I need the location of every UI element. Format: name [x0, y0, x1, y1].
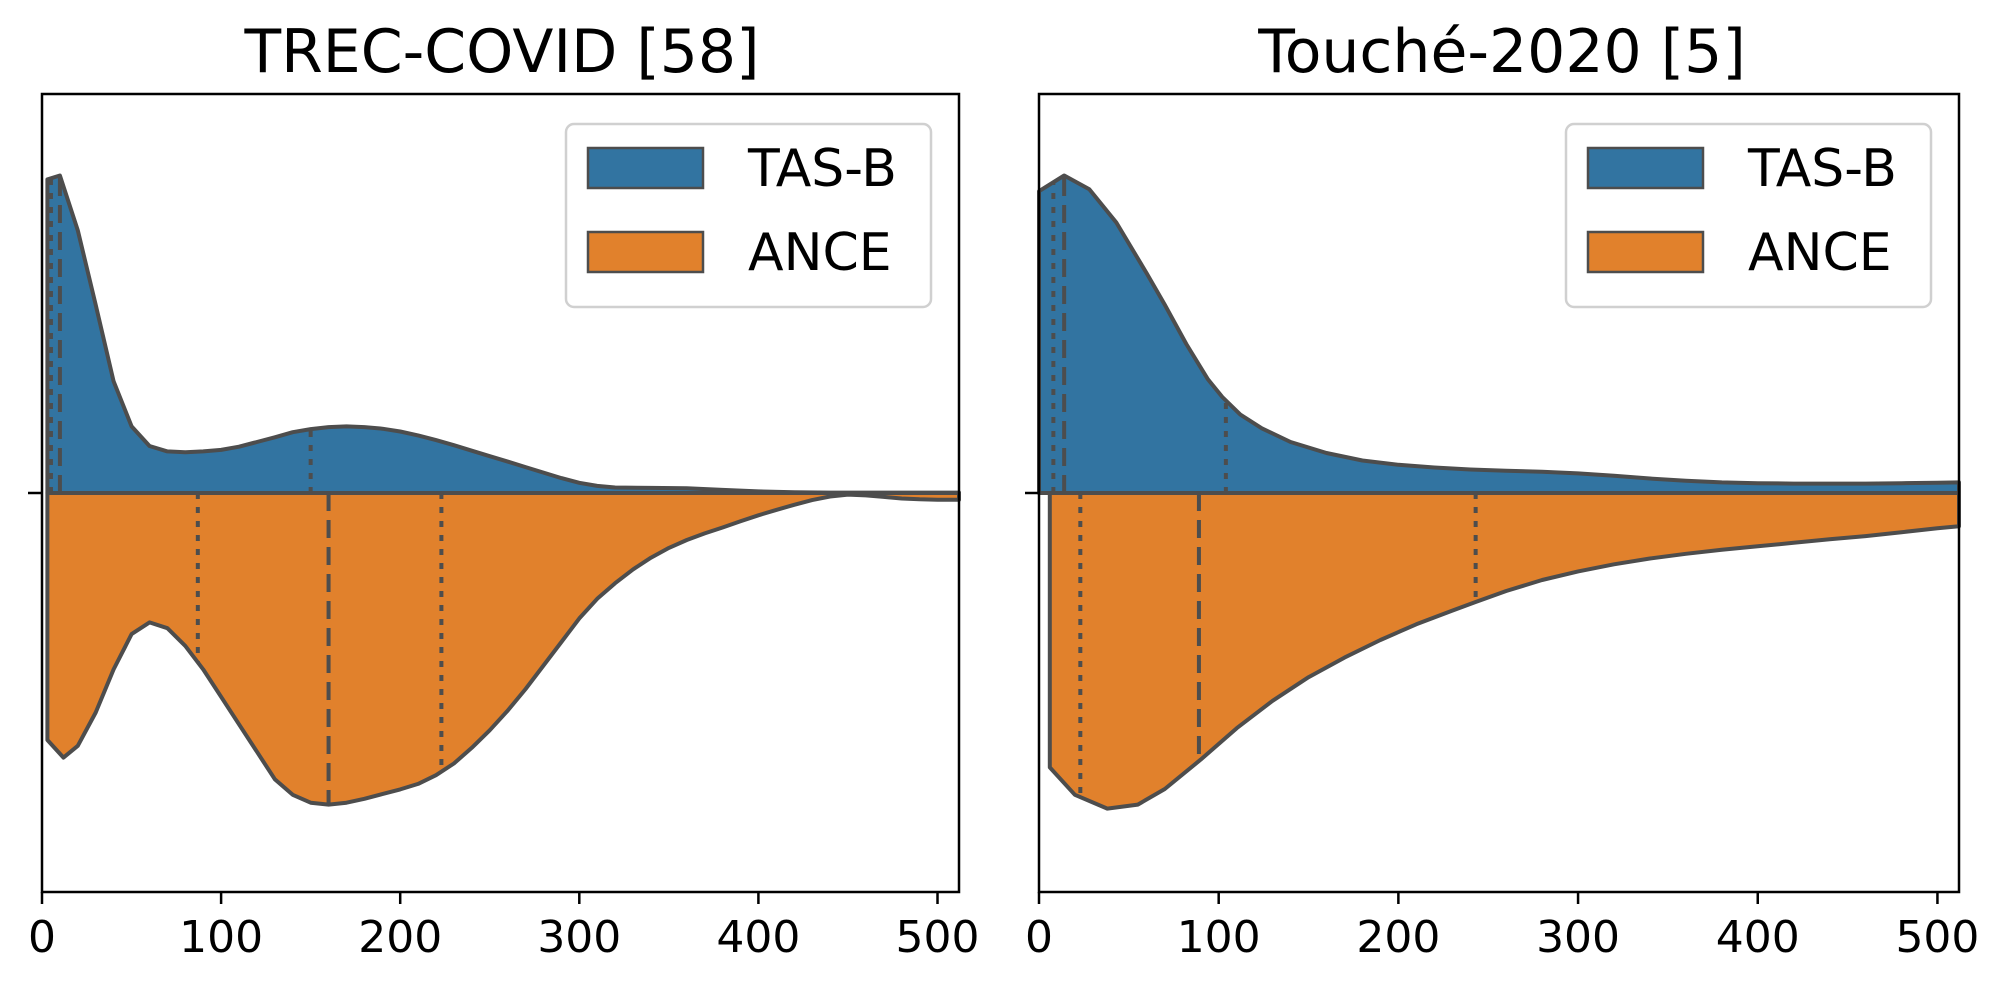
x-tick-label: 400 — [1716, 912, 1800, 963]
x-tick-label: 0 — [28, 912, 56, 963]
panel-title: TREC-COVID [58] — [243, 17, 759, 87]
legend-label: TAS-B — [747, 139, 897, 199]
legend: TAS-B ANCE — [1564, 122, 1933, 309]
plot-area — [28, 92, 961, 894]
legend-swatch — [586, 146, 705, 190]
x-tick-label: 200 — [1356, 912, 1440, 963]
x-tick-label: 300 — [537, 912, 621, 963]
legend: TAS-B ANCE — [564, 122, 933, 309]
legend-label: ANCE — [1748, 223, 1892, 283]
legend-label: TAS-B — [1747, 139, 1897, 199]
plot-area — [1025, 92, 1961, 894]
x-tick-label: 400 — [716, 912, 800, 963]
panel-trec-covid: TREC-COVID [58] 0 100 200 300 400 500 TAS-B AN… — [28, 17, 980, 963]
x-tick-label: 0 — [1025, 912, 1053, 963]
violin-half-ance — [1047, 491, 1961, 811]
legend-swatch — [586, 230, 705, 274]
x-tick-label: 200 — [358, 912, 442, 963]
x-tick-label: 300 — [1536, 912, 1620, 963]
legend-label: ANCE — [748, 223, 892, 283]
x-tick-label: 500 — [896, 912, 980, 963]
x-tick-label: 500 — [1895, 912, 1979, 963]
x-tick-label: 100 — [179, 912, 263, 963]
x-axis: 0 100 200 300 400 500 — [1025, 892, 1979, 963]
x-axis: 0 100 200 300 400 500 — [28, 892, 980, 963]
panel-touche-2020: Touché-2020 [5] 0 100 200 300 400 500 TAS-B AN… — [1025, 17, 1979, 963]
panel-title: Touché-2020 [5] — [1257, 17, 1746, 87]
violin-half-tas-b — [1037, 173, 1961, 495]
legend-swatch — [1586, 230, 1705, 274]
violin-half-ance — [45, 491, 961, 807]
legend-swatch — [1586, 146, 1705, 190]
x-tick-label: 100 — [1177, 912, 1261, 963]
